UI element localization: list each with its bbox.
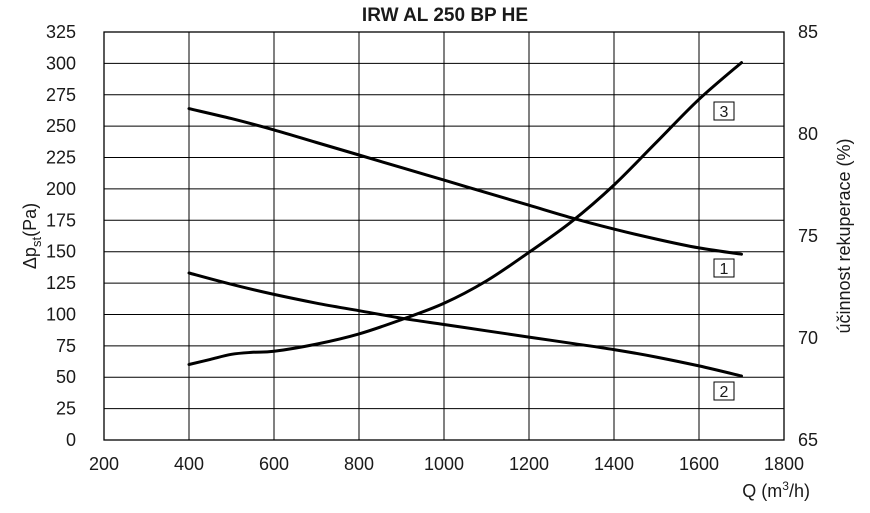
y-tick-label: 325 — [46, 22, 76, 42]
y-tick-label: 275 — [46, 85, 76, 105]
x-axis-label-base: Q (m — [742, 481, 782, 501]
curve-tag-box — [713, 258, 735, 278]
y-tick-label: 150 — [46, 242, 76, 262]
curve-2 — [187, 271, 743, 378]
x-tick-label: 1600 — [679, 454, 719, 474]
x-axis-label-superscript: 3 — [782, 479, 789, 493]
y-axis-label-base: Δp — [20, 247, 40, 269]
plot-frame — [103, 31, 785, 441]
curve-tag-box — [713, 381, 735, 401]
y-tick-label: 300 — [46, 53, 76, 73]
y2-axis-label: účinnost rekuperace (%) — [834, 138, 854, 333]
y2-tick-label: 70 — [798, 328, 818, 348]
gridlines — [103, 31, 785, 441]
y2-tick-labels: 65 70 75 80 85 — [798, 22, 818, 450]
curve-1 — [187, 107, 743, 256]
x-tick-label: 1400 — [594, 454, 634, 474]
curve-3 — [187, 61, 743, 366]
x-tick-labels: 200 400 600 800 1000 1200 1400 1600 1800 — [89, 454, 804, 474]
y-tick-label: 25 — [56, 399, 76, 419]
y-tick-label: 50 — [56, 367, 76, 387]
chart-title: IRW AL 250 BP HE — [362, 5, 528, 26]
y-tick-label: 250 — [46, 116, 76, 136]
y-tick-label: 125 — [46, 273, 76, 293]
curve-tag-label: 1 — [720, 261, 729, 278]
curve-tag-3: 3 — [713, 101, 735, 121]
x-tick-label: 400 — [174, 454, 204, 474]
y-tick-label: 200 — [46, 179, 76, 199]
y-tick-label: 100 — [46, 304, 76, 324]
y2-tick-label: 65 — [798, 430, 818, 450]
x-tick-label: 1000 — [424, 454, 464, 474]
y-tick-labels: 0 25 50 75 100 125 150 175 200 225 250 275 300 325 — [46, 22, 76, 450]
y-tick-label: 0 — [66, 430, 76, 450]
y2-tick-label: 75 — [798, 226, 818, 246]
y-axis-label-subscript: st — [29, 237, 44, 248]
curve-tags: 1 2 3 — [713, 101, 735, 401]
curve-tag-label: 3 — [720, 104, 729, 121]
y-axis-label-tail: (Pa) — [20, 203, 40, 237]
y-tick-label: 75 — [56, 336, 76, 356]
x-tick-label: 1200 — [509, 454, 549, 474]
curve-tag-label: 2 — [720, 384, 729, 401]
x-axis-label: Q (m3/h) — [742, 479, 810, 501]
x-tick-label: 200 — [89, 454, 119, 474]
y2-tick-label: 85 — [798, 22, 818, 42]
y-axis-label: Δpst(Pa) — [20, 203, 44, 269]
x-tick-label: 600 — [259, 454, 289, 474]
x-tick-label: 1800 — [764, 454, 804, 474]
x-tick-label: 800 — [344, 454, 374, 474]
curves — [187, 61, 743, 378]
y2-tick-label: 80 — [798, 124, 818, 144]
curve-tag-2: 2 — [713, 381, 735, 401]
curve-tag-1: 1 — [713, 258, 735, 278]
y-tick-label: 175 — [46, 210, 76, 230]
y-tick-label: 225 — [46, 148, 76, 168]
curve-tag-box — [713, 101, 735, 121]
x-axis-label-tail: /h) — [789, 481, 810, 501]
